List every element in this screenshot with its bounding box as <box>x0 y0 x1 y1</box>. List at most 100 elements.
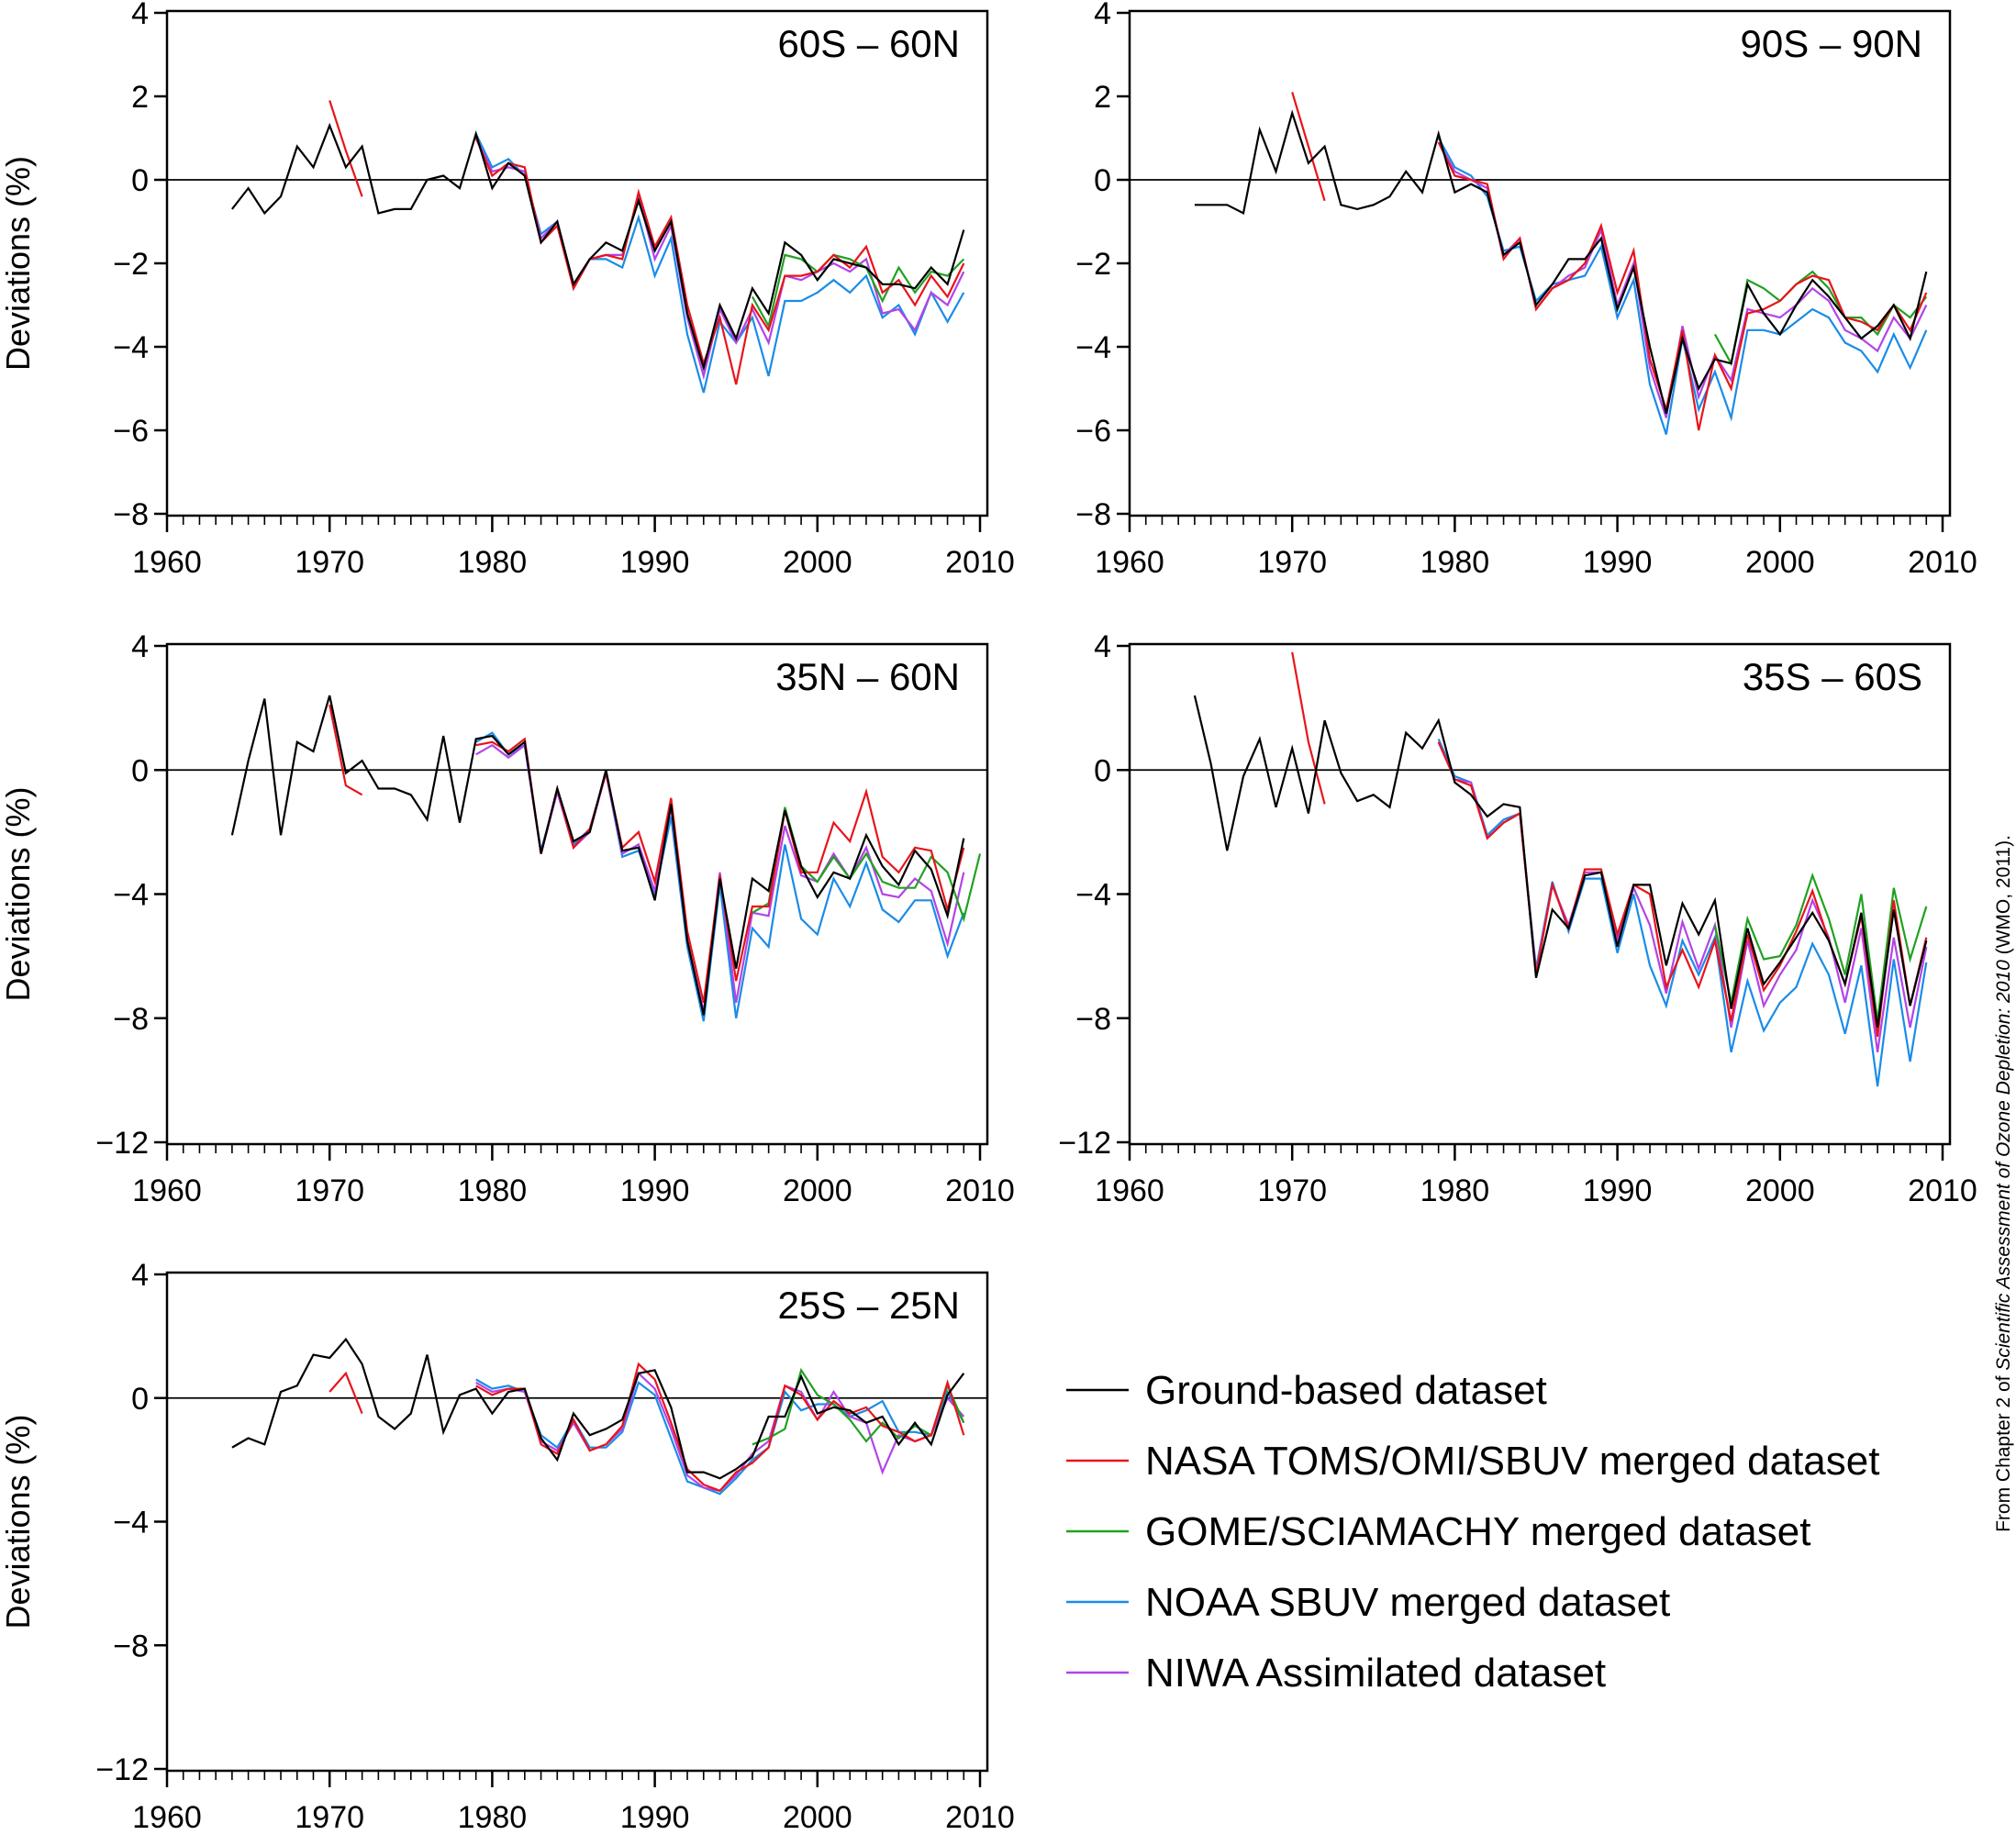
series-line-nasa <box>475 737 965 1004</box>
panel-5: 4 0 −4 −8 −12 1960 1970 1980 1990 2000 2010 Deviati… <box>0 1258 1015 1835</box>
y-tick-label: −6 <box>113 414 149 449</box>
x-tick-label: 1970 <box>1257 545 1327 580</box>
series-line-nasa <box>329 100 363 197</box>
series-line-gome <box>1713 872 1928 1022</box>
series-line-nasa <box>1291 651 1326 805</box>
series-line-nasa <box>1437 741 1928 1038</box>
axes-frame <box>165 9 989 517</box>
x-tick-label: 1960 <box>132 1173 202 1208</box>
y-tick-label: −8 <box>113 1629 149 1663</box>
y-tick-label: −8 <box>113 1002 149 1037</box>
x-tick-label: 2000 <box>783 1800 852 1835</box>
series-line-nasa <box>475 1362 965 1493</box>
y-tick-label: −4 <box>1075 878 1111 913</box>
y-tick-label: 0 <box>131 163 149 198</box>
y-tick-label: −2 <box>113 247 149 282</box>
axes-frame <box>165 642 989 1146</box>
legend-label-noaa: NOAA SBUV merged dataset <box>1145 1580 1670 1625</box>
x-tick-label: 2010 <box>1908 1173 1977 1208</box>
y-tick-label: 0 <box>1094 753 1111 788</box>
y-tick-label: 2 <box>1094 80 1111 115</box>
y-tick-label: −4 <box>1075 330 1111 365</box>
legend-label-niwa: NIWA Assimilated dataset <box>1145 1651 1606 1696</box>
y-tick-label: −8 <box>1075 1002 1111 1037</box>
y-tick-label: 4 <box>131 629 149 664</box>
panel-1: 4 2 0 −2 −4 −6 −8 1960 1970 1980 1990 2000 2010 Devia… <box>0 0 1015 580</box>
credit-suffix: (WMO, 2011). <box>1993 835 2014 960</box>
series-line-nasa <box>1437 141 1928 431</box>
x-tick-label: 2000 <box>783 545 852 580</box>
panel-3: 4 0 −4 −8 −12 1960 1970 1980 1990 2000 2010 Deviati… <box>0 629 1015 1208</box>
series-line-niwa <box>474 138 965 381</box>
series-line-ground <box>231 122 965 372</box>
y-tick-label: −4 <box>113 1506 149 1540</box>
series-line-noaa <box>1437 738 1928 1087</box>
axes-frame <box>1128 642 1952 1146</box>
y-tick-label: −2 <box>1075 247 1111 282</box>
y-axis-label: Deviations (%) <box>0 156 37 371</box>
x-tick-label: 2000 <box>783 1173 852 1208</box>
y-tick-label: 2 <box>131 80 149 115</box>
x-tick-label: 1960 <box>1095 545 1164 580</box>
y-tick-label: −8 <box>113 497 149 532</box>
series-line-nasa <box>1291 92 1326 202</box>
x-tick-label: 2010 <box>945 1173 1015 1208</box>
x-tick-label: 2010 <box>1908 545 1977 580</box>
y-tick-label: −8 <box>1075 497 1111 532</box>
x-tick-label: 1990 <box>620 1800 690 1835</box>
y-tick-label: −12 <box>95 1752 149 1787</box>
panel-4: 4 0 −4 −8 −12 1960 1970 1980 1990 2000 2010 35S – 6… <box>1058 629 1977 1208</box>
series-line-noaa <box>474 133 965 394</box>
x-tick-label: 2010 <box>945 545 1015 580</box>
x-tick-label: 1960 <box>132 545 202 580</box>
panel-title: 90S – 90N <box>1741 22 1922 65</box>
y-tick-label: 4 <box>1094 629 1111 664</box>
series-line-noaa <box>475 1378 965 1496</box>
x-tick-label: 1960 <box>132 1800 202 1835</box>
x-tick-label: 1980 <box>1420 1173 1490 1208</box>
x-tick-label: 1970 <box>295 1173 364 1208</box>
y-tick-label: 0 <box>1094 163 1111 198</box>
x-tick-label: 1980 <box>458 1800 528 1835</box>
series-line-ground <box>1194 109 1928 415</box>
credit-prefix: From Chapter 2 of <box>1993 1371 2014 1532</box>
y-tick-label: −4 <box>113 878 149 913</box>
y-tick-label: 0 <box>131 753 149 788</box>
x-tick-label: 2010 <box>945 1800 1015 1835</box>
x-tick-label: 1980 <box>1420 545 1490 580</box>
y-tick-label: −4 <box>113 330 149 365</box>
credit-title: Scientific Assessment of Ozone Depletion… <box>1993 960 2014 1371</box>
x-tick-label: 1990 <box>1583 545 1653 580</box>
axes-frame <box>1128 9 1952 517</box>
series-line-gome <box>752 1367 965 1446</box>
axes-frame <box>165 1271 989 1773</box>
legend-label-ground: Ground-based dataset <box>1145 1368 1547 1413</box>
y-tick-label: 4 <box>131 0 149 31</box>
y-tick-label: −12 <box>95 1126 149 1161</box>
y-tick-label: 4 <box>1094 0 1111 31</box>
legend-label-gome: GOME/SCIAMACHY merged dataset <box>1145 1509 1810 1554</box>
x-tick-label: 2000 <box>1745 1173 1815 1208</box>
y-tick-label: −6 <box>1075 414 1111 449</box>
panel-title: 25S – 25N <box>778 1284 960 1327</box>
y-axis-label: Deviations (%) <box>0 786 37 1001</box>
panel-2: 4 2 0 −2 −4 −6 −8 1960 1970 1980 1990 2000 2010 90S –… <box>1075 0 1977 580</box>
legend-label-nasa: NASA TOMS/OMI/SBUV merged dataset <box>1145 1439 1879 1484</box>
x-tick-label: 1980 <box>458 1173 528 1208</box>
x-tick-label: 1990 <box>1583 1173 1653 1208</box>
series-line-ground <box>231 1337 965 1480</box>
x-tick-label: 1990 <box>620 1173 690 1208</box>
series-line-nasa <box>474 138 965 385</box>
panel-title: 35N – 60N <box>775 655 960 698</box>
series-line-ground <box>230 695 965 1016</box>
panel-title: 60S – 60N <box>778 22 960 65</box>
panel-title: 35S – 60S <box>1743 655 1922 698</box>
y-tick-label: −12 <box>1058 1126 1111 1161</box>
x-tick-label: 1970 <box>1257 1173 1327 1208</box>
series-line-gome <box>751 253 965 329</box>
y-tick-label: 0 <box>131 1382 149 1417</box>
x-tick-label: 1970 <box>295 545 364 580</box>
series-line-niwa <box>1437 741 1928 1053</box>
